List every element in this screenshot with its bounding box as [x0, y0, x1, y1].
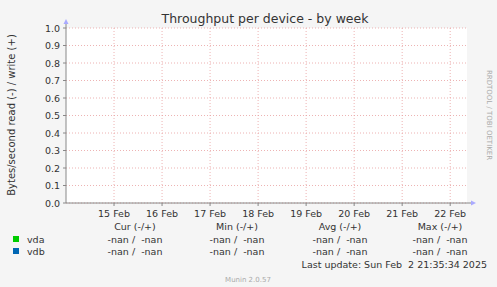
- grid-line-x: [402, 28, 403, 203]
- tick-label-y: 0.3: [45, 145, 60, 156]
- tick-label-x: 18 Feb: [242, 208, 274, 219]
- legend-stat: -nan / -nan: [413, 246, 468, 257]
- x-axis-arrow: [471, 201, 476, 206]
- tick-label-y: 0.0: [45, 198, 60, 209]
- chart: Throughput per device - by week Bytes/sec…: [0, 0, 497, 287]
- tick-label-y: 0.1: [45, 180, 60, 191]
- grid-line-y: [66, 133, 467, 134]
- grid-line-y: [66, 168, 467, 169]
- legend-header: Max (-/+): [418, 221, 463, 232]
- tick-label-y: 0.6: [45, 93, 60, 104]
- grid-line-x: [114, 28, 115, 203]
- legend-label: vda: [27, 234, 44, 245]
- grid-line-y: [66, 80, 467, 81]
- legend-swatch: [13, 248, 19, 254]
- tick-label-y: 0.8: [45, 58, 60, 69]
- title: Throughput per device - by week: [161, 11, 370, 26]
- background: [0, 0, 497, 287]
- grid-line-y: [66, 115, 467, 116]
- tick-label-y: 0.2: [45, 163, 60, 174]
- tick-label-x: 22 Feb: [434, 208, 466, 219]
- legend-stat: -nan / -nan: [210, 234, 265, 245]
- legend-header: Avg (-/+): [319, 221, 362, 232]
- x-axis: [66, 203, 472, 204]
- side-note: RRDTOOL / TOBI OETIKER: [485, 70, 493, 160]
- tick-label-y: 0.9: [45, 40, 60, 51]
- tick-label-x: 20 Feb: [338, 208, 370, 219]
- legend-stat: -nan / -nan: [108, 234, 163, 245]
- legend-header: Cur (-/+): [114, 221, 156, 232]
- legend-label: vdb: [27, 246, 45, 257]
- version: Munin 2.0.57: [225, 276, 271, 284]
- y-axis-label: Bytes/second read (-) / write (+): [6, 34, 17, 196]
- grid-line-y: [66, 45, 467, 46]
- tick-label-x: 16 Feb: [146, 208, 178, 219]
- legend-stat: -nan / -nan: [313, 246, 368, 257]
- y-axis-arrow: [64, 19, 69, 24]
- legend-stat: -nan / -nan: [210, 246, 265, 257]
- tick-label-y: 1.0: [45, 23, 60, 34]
- grid-line-y: [66, 63, 467, 64]
- grid-line-x: [210, 28, 211, 203]
- grid-line-x: [258, 28, 259, 203]
- grid-line-x: [162, 28, 163, 203]
- grid-line-x: [450, 28, 451, 203]
- legend-swatch: [13, 236, 19, 242]
- grid-line-x: [354, 28, 355, 203]
- tick-label-y: 0.4: [45, 128, 60, 139]
- tick-label-x: 15 Feb: [98, 208, 130, 219]
- last-update: Last update: Sun Feb 2 21:35:34 2025: [302, 259, 487, 270]
- legend-stat: -nan / -nan: [413, 234, 468, 245]
- tick-label-y: 0.7: [45, 75, 60, 86]
- plot-area: [66, 28, 467, 203]
- legend-stat: -nan / -nan: [313, 234, 368, 245]
- grid-line-y: [66, 98, 467, 99]
- tick-label-x: 17 Feb: [194, 208, 226, 219]
- grid-line-y: [66, 28, 467, 29]
- y-axis: [66, 22, 67, 203]
- grid-line-y: [66, 150, 467, 151]
- legend-stat: -nan / -nan: [108, 246, 163, 257]
- tick-label-x: 21 Feb: [386, 208, 418, 219]
- tick-label-y: 0.5: [45, 110, 60, 121]
- tick-label-x: 19 Feb: [290, 208, 322, 219]
- grid-line-x: [306, 28, 307, 203]
- legend-header: Min (-/+): [216, 221, 258, 232]
- grid-line-y: [66, 185, 467, 186]
